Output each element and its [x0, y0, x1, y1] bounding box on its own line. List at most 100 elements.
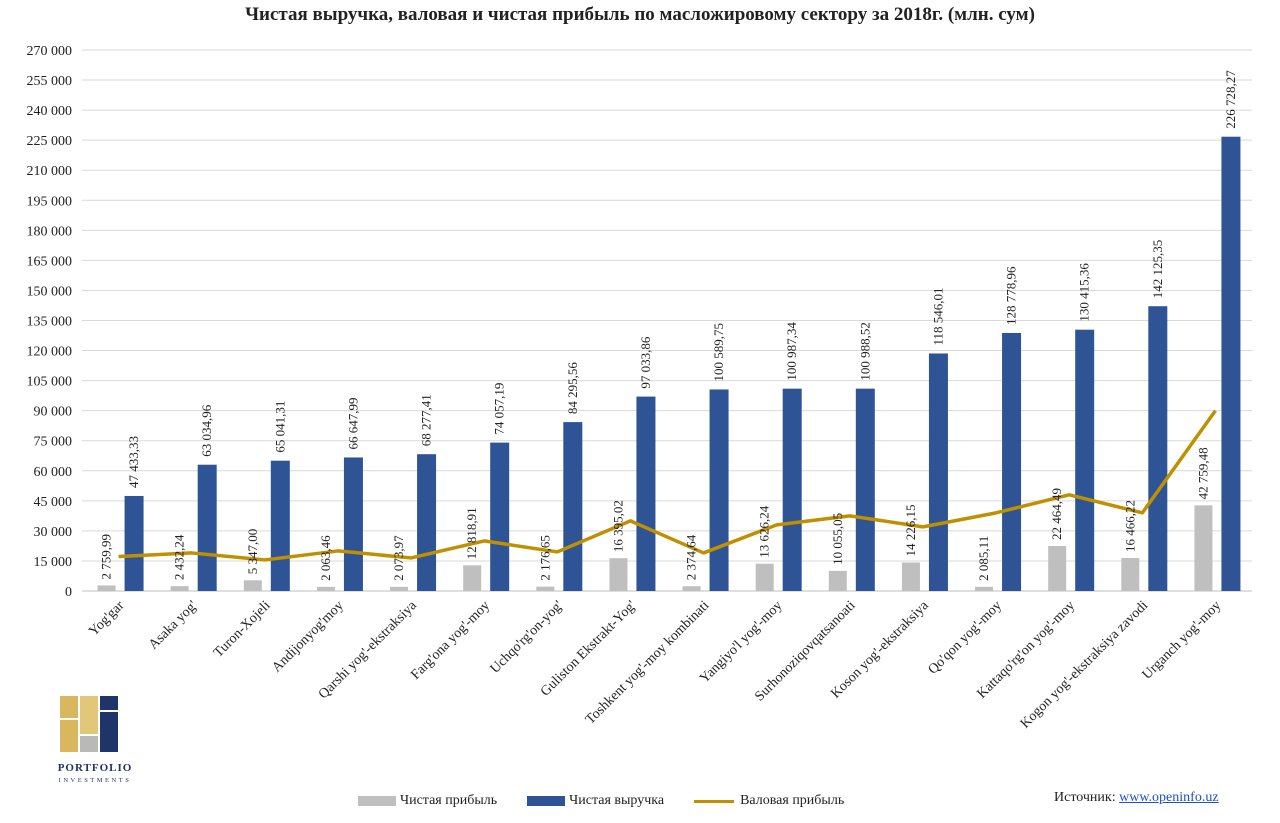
logo-block-navy-top-right — [100, 696, 118, 710]
source-label: Источник: — [1054, 790, 1116, 805]
data-label-net-revenue: 142 125,35 — [1150, 240, 1165, 299]
x-tick-label: Qo'qon yog'-moy — [926, 598, 1005, 677]
bar-net-profit — [97, 585, 116, 591]
legend-swatch-net-revenue — [527, 796, 566, 806]
bar-net-profit — [755, 563, 774, 591]
data-label-net-revenue: 97 033,86 — [638, 336, 653, 389]
x-tick-label: Yog'gar — [86, 598, 127, 639]
bar-net-profit — [682, 586, 701, 591]
data-label-net-profit: 14 226,15 — [903, 504, 918, 556]
bar-net-profit — [1121, 558, 1140, 591]
data-label-net-revenue: 100 987,34 — [784, 322, 799, 381]
y-tick-label: 15 000 — [34, 555, 73, 570]
bar-net-profit — [828, 570, 847, 591]
x-tick-label: Uchqo'rg'on-yog' — [488, 598, 566, 676]
legend-item-net-profit[interactable]: Чистая прибыль — [358, 793, 497, 809]
bar-net-profit — [1194, 505, 1213, 591]
data-label-net-profit: 2 374,64 — [684, 534, 699, 580]
data-label-net-profit: 16 395,02 — [610, 500, 625, 552]
logo-block-grey-bottom-mid — [80, 736, 98, 752]
logo-tagline: INVESTMENTS — [58, 777, 132, 784]
chart-svg: 0 15 000 30 000 45 000 60 000 75 000 90 000 105… — [27, 44, 1252, 732]
y-tick-label: 45 000 — [34, 495, 73, 510]
y-tick-label: 105 000 — [27, 375, 73, 390]
y-tick-label: 255 000 — [27, 74, 73, 89]
bar-net-revenue — [1075, 329, 1095, 591]
data-label-net-revenue: 68 277,41 — [419, 394, 434, 446]
bar-net-revenue — [563, 422, 583, 591]
bar-net-revenue — [928, 353, 948, 591]
data-label-net-profit: 22 464,49 — [1049, 488, 1064, 540]
y-tick-label: 270 000 — [27, 44, 73, 59]
legend-label-gross-profit: Валовая прибыль — [740, 793, 845, 808]
bar-net-profit — [975, 586, 994, 591]
bar-net-revenue — [1148, 306, 1168, 591]
bar-net-revenue — [343, 457, 363, 591]
logo-block-gold-top-mid — [80, 696, 98, 734]
bar-net-revenue — [490, 442, 510, 591]
data-label-net-profit: 10 055,05 — [830, 513, 845, 565]
bar-net-profit — [463, 565, 482, 591]
y-tick-label: 210 000 — [27, 164, 73, 179]
y-tick-label: 165 000 — [27, 254, 73, 269]
line-layer — [118, 409, 1217, 562]
chart-title: Чистая выручка, валовая и чистая прибыль… — [245, 4, 1035, 25]
data-label-net-revenue: 84 295,56 — [565, 362, 580, 415]
legend-item-gross-profit[interactable]: Валовая прибыль — [694, 793, 844, 809]
bar-net-revenue — [197, 464, 217, 591]
legend-swatch-gross-profit — [694, 799, 735, 803]
source-link[interactable]: www.openinfo.uz — [1119, 790, 1219, 805]
x-tick-label: Toshkent yog'-moy kombinati — [583, 598, 712, 727]
bar-net-revenue — [855, 388, 875, 591]
bar-net-revenue — [782, 388, 802, 591]
x-tick-label: Andijonyog'moy — [269, 598, 346, 675]
grid-layer — [82, 49, 1252, 592]
data-label-net-revenue: 128 778,96 — [1004, 266, 1019, 325]
logo-wordmark: PORTFOLIO — [57, 762, 133, 774]
bar-layer — [97, 136, 1241, 591]
x-tick-label: Kogon yog'-ekstraksiya zavodi — [1018, 598, 1151, 731]
logo-block-gold-bottom-left — [60, 720, 78, 752]
y-tick-label: 180 000 — [27, 224, 73, 239]
y-tick-label: 60 000 — [34, 465, 73, 480]
x-tick-label: Turon-Xojeli — [211, 598, 274, 661]
data-label-net-revenue: 66 647,99 — [345, 397, 360, 449]
data-label-net-revenue: 118 546,01 — [930, 287, 945, 345]
y-tick-label: 135 000 — [27, 315, 73, 330]
data-label-net-revenue: 226 728,27 — [1223, 70, 1238, 129]
legend-swatch-net-profit — [358, 796, 396, 806]
line-gross-profit — [118, 409, 1217, 562]
x-tick-label: Farg'ona yog'-moy — [408, 598, 493, 683]
bar-net-revenue — [709, 389, 729, 591]
bar-net-revenue — [636, 396, 656, 591]
logo-mark — [60, 696, 118, 752]
data-label-net-profit: 2 176,65 — [537, 535, 552, 581]
legend-label-net-profit: Чистая прибыль — [400, 793, 498, 808]
bar-net-revenue — [417, 454, 437, 591]
y-tick-label: 150 000 — [27, 284, 73, 299]
y-axis-tick-labels: 0 15 000 30 000 45 000 60 000 75 000 90 000 105… — [27, 44, 73, 600]
logo-block-navy-bottom-right — [100, 712, 118, 752]
bar-net-revenue — [1221, 136, 1241, 591]
x-tick-label: Urganch yog'-moy — [1140, 598, 1225, 683]
chart-legend: Чистая прибыль Чистая выручка Валовая пр… — [358, 793, 874, 809]
data-label-net-revenue: 74 057,19 — [492, 383, 507, 435]
data-label-net-profit: 13 626,24 — [757, 505, 772, 558]
y-tick-label: 90 000 — [34, 405, 73, 420]
bar-net-profit — [901, 562, 920, 591]
bar-net-profit — [1048, 545, 1067, 591]
data-label-net-revenue: 63 034,96 — [199, 404, 214, 457]
y-tick-label: 30 000 — [34, 525, 73, 540]
legend-label-net-revenue: Чистая выручка — [569, 793, 665, 808]
y-tick-label: 0 — [65, 585, 72, 600]
bar-net-revenue — [270, 460, 290, 591]
bar-net-profit — [536, 586, 555, 591]
bar-net-profit — [170, 586, 189, 591]
y-tick-label: 120 000 — [27, 345, 73, 360]
bar-net-profit — [609, 558, 628, 591]
legend-item-net-revenue[interactable]: Чистая выручка — [527, 793, 664, 809]
bar-net-revenue — [1002, 332, 1022, 591]
bar-net-profit — [390, 586, 409, 591]
x-tick-label: Asaka yog' — [146, 598, 200, 652]
bar-net-profit — [316, 586, 335, 591]
